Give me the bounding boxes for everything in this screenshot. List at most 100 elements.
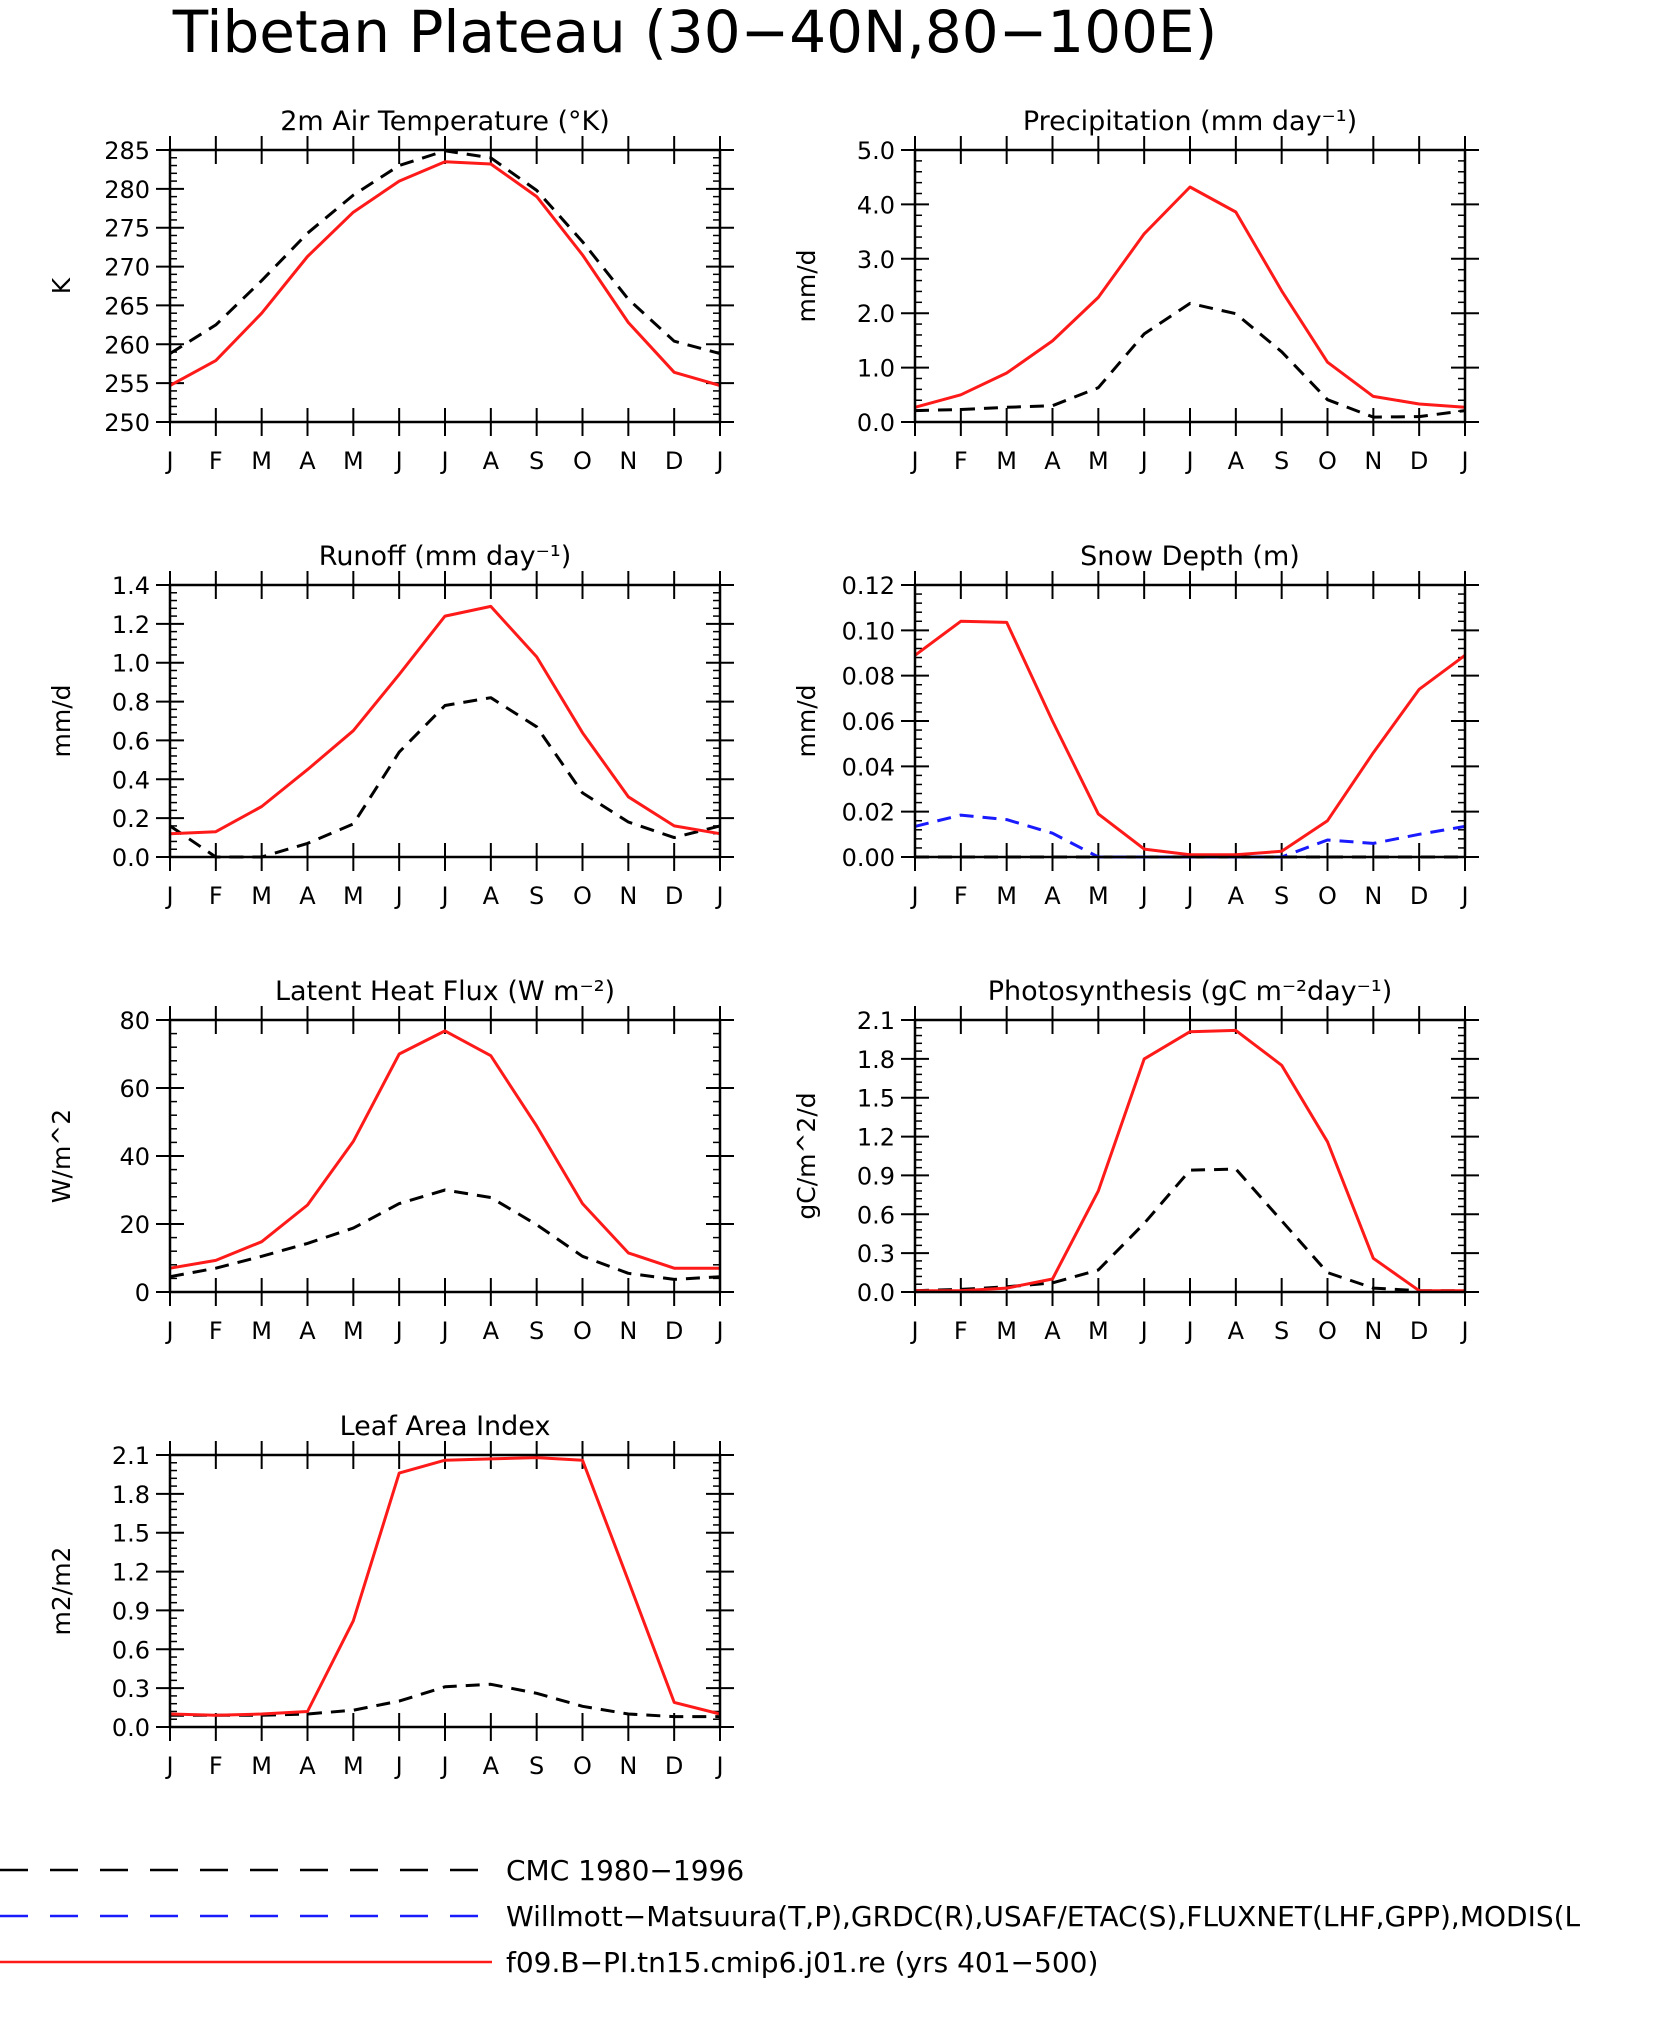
y-tick-label: 2.0 (857, 300, 895, 328)
y-axis-label: mm/d (792, 250, 821, 323)
y-tick-label: 0.06 (842, 708, 895, 736)
y-tick-label: 0.2 (112, 805, 150, 833)
series-line-model (169, 1456, 721, 1717)
x-tick-label: J (1184, 1317, 1193, 1345)
y-tick-label: 60 (119, 1075, 150, 1103)
series-line-model (914, 185, 1466, 409)
x-tick-label: D (665, 1752, 683, 1780)
y-tick-label: 0.12 (842, 572, 895, 600)
x-tick-label: O (573, 1317, 592, 1345)
y-tick-label: 0.04 (842, 753, 895, 781)
x-tick-label: J (164, 1317, 173, 1345)
x-tick-label: A (1044, 1317, 1061, 1345)
x-tick-label: O (573, 1752, 592, 1780)
x-tick-label: F (954, 882, 968, 910)
panel-7: Leaf Area Index m2/m2 0.0 0.3 0.6 0.9 1.2 1.5 1.… (47, 1411, 734, 1780)
x-tick-label: M (996, 1317, 1017, 1345)
series-line-model (169, 160, 721, 387)
x-tick-label: D (665, 1317, 683, 1345)
series-line-cmc (170, 1682, 720, 1719)
x-tick-label: J (164, 1752, 173, 1780)
y-tick-label: 3.0 (857, 246, 895, 274)
x-tick-label: J (394, 447, 403, 475)
panel-1: 2m Air Temperature (°K) K 250 255 260 265 270 2… (47, 106, 734, 475)
x-tick-label: N (619, 1317, 637, 1345)
x-tick-label: J (394, 1752, 403, 1780)
y-tick-label: 0.3 (857, 1240, 895, 1268)
x-tick-label: D (1410, 1317, 1428, 1345)
y-tick-label: 0.6 (112, 1636, 150, 1664)
x-tick-label: S (529, 882, 544, 910)
x-tick-label: A (1044, 447, 1061, 475)
panel-5: Latent Heat Flux (W m⁻²) W/m^2 0 20 40 60 80 J F… (47, 976, 734, 1345)
panel-4: Snow Depth (m) mm/d 0.00 0.02 0.04 0.06 0.08 0.… (792, 541, 1479, 910)
x-tick-label: A (483, 1317, 500, 1345)
x-tick-label: O (1318, 1317, 1337, 1345)
x-tick-label: J (1459, 447, 1468, 475)
y-tick-label: 0.9 (112, 1597, 150, 1625)
x-tick-label: F (209, 447, 223, 475)
y-tick-label: 280 (104, 176, 150, 204)
x-tick-label: M (996, 882, 1017, 910)
y-tick-label: 2.1 (112, 1442, 150, 1470)
legend-label: CMC 1980−1996 (506, 1854, 744, 1887)
x-tick-label: M (1088, 882, 1109, 910)
y-tick-label: 0.6 (112, 727, 150, 755)
x-tick-label: M (996, 447, 1017, 475)
x-tick-label: N (619, 1752, 637, 1780)
plot-frame (168, 1453, 722, 1729)
x-tick-label: J (439, 882, 448, 910)
x-tick-label: J (714, 1752, 723, 1780)
x-tick-label: J (909, 447, 918, 475)
x-tick-label: F (209, 1317, 223, 1345)
x-tick-label: M (1088, 447, 1109, 475)
y-tick-label: 0.3 (112, 1675, 150, 1703)
y-axis-label: gC/m^2/d (792, 1092, 821, 1219)
x-tick-label: S (1274, 447, 1289, 475)
y-tick-label: 0.08 (842, 663, 895, 691)
x-tick-label: J (164, 447, 173, 475)
x-tick-label: J (1459, 1317, 1468, 1345)
plot-frame (913, 148, 1467, 424)
x-tick-label: J (394, 882, 403, 910)
x-tick-label: J (439, 1317, 448, 1345)
panel-2: Precipitation (mm day⁻¹) mm/d 0.0 1.0 2.0 3.0… (792, 106, 1479, 475)
plot-frame (168, 148, 722, 424)
x-tick-label: A (299, 882, 316, 910)
x-tick-label: M (251, 882, 272, 910)
series-line-model (914, 619, 1466, 857)
x-tick-label: M (343, 447, 364, 475)
x-tick-label: A (1228, 447, 1245, 475)
y-axis-label: W/m^2 (47, 1109, 76, 1203)
panel-title: Snow Depth (m) (1080, 541, 1300, 572)
y-tick-label: 1.2 (112, 1559, 150, 1587)
x-tick-label: O (1318, 882, 1337, 910)
y-tick-label: 80 (119, 1007, 150, 1035)
x-tick-label: S (1274, 882, 1289, 910)
x-tick-label: S (529, 447, 544, 475)
plot-frame (168, 583, 722, 859)
x-tick-label: O (573, 882, 592, 910)
y-tick-label: 2.1 (857, 1007, 895, 1035)
x-tick-label: J (1459, 882, 1468, 910)
x-tick-label: N (619, 447, 637, 475)
plot-frame (913, 1018, 1467, 1294)
x-tick-label: J (439, 1752, 448, 1780)
legend-label: f09.B−PI.tn15.cmip6.j01.re (yrs 401−500) (506, 1946, 1098, 1979)
x-tick-label: J (1139, 447, 1148, 475)
y-tick-label: 0.4 (112, 766, 150, 794)
y-axis-label: K (47, 277, 76, 294)
x-tick-label: F (954, 447, 968, 475)
y-tick-label: 40 (119, 1143, 150, 1171)
y-tick-label: 0.6 (857, 1201, 895, 1229)
x-tick-label: A (1044, 882, 1061, 910)
x-tick-label: A (299, 447, 316, 475)
y-tick-label: 20 (119, 1211, 150, 1239)
x-tick-label: D (665, 882, 683, 910)
x-tick-label: J (394, 1317, 403, 1345)
y-tick-label: 265 (104, 292, 150, 320)
y-tick-label: 1.8 (857, 1046, 895, 1074)
x-tick-label: N (1364, 447, 1382, 475)
x-tick-label: A (483, 1752, 500, 1780)
x-tick-label: F (209, 882, 223, 910)
